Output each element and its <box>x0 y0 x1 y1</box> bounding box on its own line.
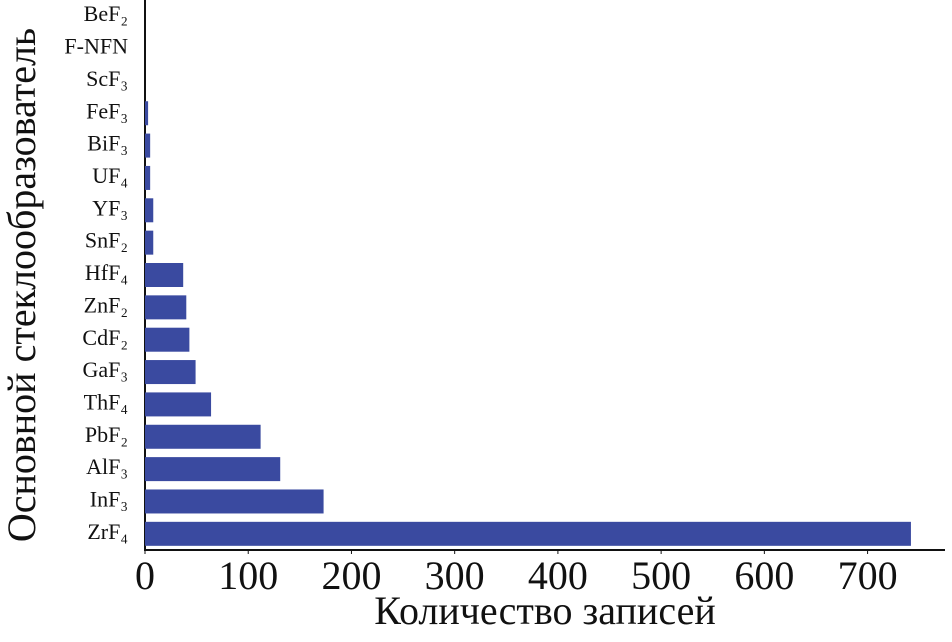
y-tick-label: CdF₂ <box>82 325 128 350</box>
y-tick-label: UF₄ <box>92 163 128 188</box>
x-tick-label: 500 <box>631 553 691 598</box>
y-tick-label: YF₃ <box>92 195 128 220</box>
y-tick-label: ThF₄ <box>84 389 128 414</box>
bar <box>145 489 324 514</box>
bar <box>145 165 151 190</box>
bar <box>145 392 212 417</box>
x-tick-label: 0 <box>135 553 155 598</box>
bar <box>145 327 190 352</box>
bar <box>145 424 261 449</box>
bar <box>145 133 151 158</box>
y-tick-label: BeF₂ <box>84 1 128 26</box>
x-tick-label: 700 <box>838 553 898 598</box>
y-tick-label: F-NFN <box>64 34 128 59</box>
bar <box>145 230 154 255</box>
y-tick-label: GaF₃ <box>82 357 128 382</box>
x-tick-label: 200 <box>321 553 381 598</box>
y-tick-label: ZnF₂ <box>84 292 128 317</box>
y-tick-label: InF₃ <box>90 487 128 512</box>
x-axis-label: Количество записей <box>374 588 715 633</box>
bar <box>145 198 154 223</box>
bar <box>145 360 196 385</box>
bar <box>145 295 187 320</box>
y-tick-label: FeF₃ <box>86 98 128 123</box>
y-tick-label: PbF₂ <box>85 422 128 447</box>
x-tick-label: 100 <box>218 553 278 598</box>
y-tick-label: ScF₃ <box>86 66 128 91</box>
bar <box>145 263 184 287</box>
y-tick-label: ZrF₄ <box>87 519 128 544</box>
y-tick-label: AlF₃ <box>86 454 128 479</box>
bar <box>145 457 281 482</box>
y-tick-label: HfF₄ <box>85 260 128 285</box>
bar <box>145 521 911 546</box>
x-tick-label: 400 <box>528 553 588 598</box>
y-tick-label: SnF₂ <box>85 228 128 253</box>
x-tick-label: 600 <box>734 553 794 598</box>
x-tick-label: 300 <box>425 553 485 598</box>
bar <box>145 101 149 126</box>
y-axis-label: Основной стеклообразователь <box>0 28 44 542</box>
y-tick-label: BiF₃ <box>87 131 128 156</box>
